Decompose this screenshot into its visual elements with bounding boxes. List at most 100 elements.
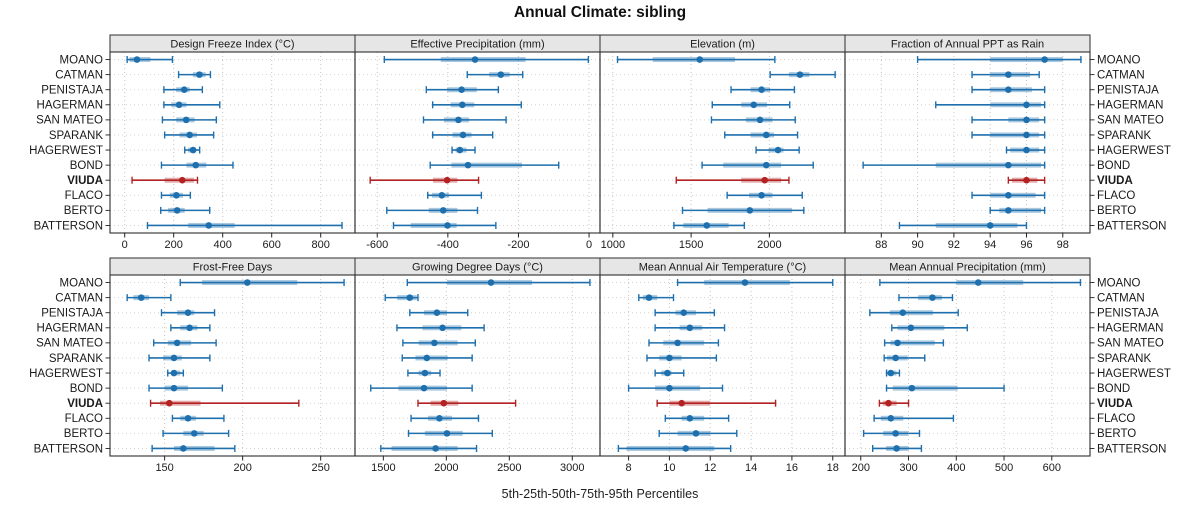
median-dot [184, 309, 192, 317]
median-dot [756, 116, 764, 124]
row-catman [845, 294, 1095, 302]
median-dot [1041, 56, 1048, 63]
row-penistaja: PENISTAJA [41, 85, 355, 97]
row-sparank [105, 354, 355, 362]
row-penistaja [105, 309, 355, 317]
median-dot [165, 399, 173, 407]
station-label-right: FLACO [1097, 190, 1135, 202]
station-label-left: HAGERWEST [29, 368, 103, 380]
station-label-left: MOANO [60, 277, 104, 289]
row-penistaja: PENISTAJA [845, 85, 1159, 97]
row-sparank [600, 131, 845, 139]
row-flaco: FLACO [65, 190, 355, 202]
station-label-right: SAN MATEO [1097, 338, 1164, 350]
median-dot [680, 309, 688, 317]
station-label-left: BATTERSON [34, 443, 103, 455]
median-dot [170, 354, 178, 362]
row-sparank [355, 354, 600, 362]
row-bond [600, 161, 845, 169]
row-batterson [600, 221, 845, 229]
row-bond [355, 161, 600, 169]
panel-strip-title: Elevation (m) [690, 39, 755, 51]
station-label-left: BOND [70, 160, 103, 172]
station-label-left: HAGERMAN [37, 323, 103, 335]
row-san-mateo [355, 116, 600, 124]
axis-tick-label: 88 [875, 239, 887, 251]
median-dot [758, 191, 765, 199]
panel-elevation-m: Elevation (m) 1000 1500 2000 [599, 34, 846, 251]
row-moano [355, 279, 600, 287]
median-dot [175, 101, 183, 109]
station-label-left: SPARANK [49, 130, 103, 142]
station-label-right: SAN MATEO [1097, 115, 1164, 127]
row-moano [845, 279, 1095, 287]
median-dot [459, 131, 467, 139]
row-penistaja [600, 86, 845, 94]
station-label-left: VIUDA [67, 175, 103, 187]
axis-tick-label: 94 [984, 239, 996, 251]
axis-tick-label: 98 [1057, 239, 1069, 251]
row-sparank [355, 131, 600, 139]
median-dot [173, 191, 180, 199]
axis-tick-label: 2500 [497, 462, 521, 474]
row-sparank: SPARANK [845, 130, 1151, 142]
row-batterson: BATTERSON [34, 220, 355, 232]
row-hagerwest [600, 146, 845, 154]
station-label-right: SPARANK [1097, 353, 1151, 365]
row-moano: MOANO [60, 54, 355, 66]
panel-growing-degree-days-c: Growing Degree Days (°C) 1500 2000 2500 3000 [354, 257, 601, 474]
median-dot [1023, 176, 1030, 184]
station-label-left: BERTO [64, 428, 103, 440]
median-dot [497, 71, 505, 78]
median-dot [244, 279, 251, 286]
row-berto [600, 429, 845, 437]
median-dot [436, 414, 443, 422]
median-dot [761, 176, 768, 184]
median-dot [464, 161, 472, 169]
panel-strip-title: Design Freeze Index (°C) [170, 39, 294, 51]
row-berto [845, 429, 1095, 437]
row-flaco [355, 191, 600, 199]
row-hagerwest [355, 146, 600, 154]
axis-tick-label: 400 [214, 239, 232, 251]
axis-tick-label: 0 [122, 239, 128, 251]
median-dot [184, 414, 192, 422]
row-catman [600, 71, 845, 79]
median-dot [444, 222, 451, 229]
row-hagerman [845, 324, 1095, 332]
median-dot [645, 294, 653, 301]
axis-tick-label: 1500 [371, 462, 395, 474]
axis-tick-label: 14 [745, 462, 757, 474]
panel-border [844, 51, 1091, 234]
median-dot [1005, 71, 1012, 78]
axis-tick-label: 18 [827, 462, 839, 474]
row-hagerman: HAGERMAN [37, 100, 355, 112]
median-dot [974, 279, 982, 286]
median-dot [170, 369, 178, 377]
axis-tick-label: 12 [704, 462, 716, 474]
median-dot [703, 222, 711, 229]
axis-tick-label: 150 [155, 462, 173, 474]
station-label-right: VIUDA [1097, 175, 1133, 187]
median-dot [487, 279, 495, 286]
median-dot [746, 207, 754, 214]
median-dot [907, 324, 915, 332]
row-catman [355, 71, 600, 79]
median-dot [1023, 116, 1030, 124]
median-dot [887, 369, 895, 377]
panel-design-freeze-index-c: Design Freeze Index (°C) 0 200 400 600 800 MOA… [29, 34, 356, 251]
row-hagerman [355, 101, 600, 109]
axis-tick-label: -600 [366, 239, 388, 251]
station-label-left: BATTERSON [34, 220, 103, 232]
axis-tick-label: 90 [911, 239, 923, 251]
row-berto: BERTO [64, 205, 355, 217]
median-dot [666, 354, 673, 362]
station-label-right: HAGERWEST [1097, 145, 1171, 157]
percentiles-caption: 5th-25th-50th-75th-95th Percentiles [501, 487, 699, 501]
axis-tick-label: 1500 [679, 239, 703, 251]
median-dot [432, 445, 439, 452]
row-hagerman [105, 324, 355, 332]
row-hagerwest [355, 369, 600, 377]
median-dot [178, 176, 186, 184]
